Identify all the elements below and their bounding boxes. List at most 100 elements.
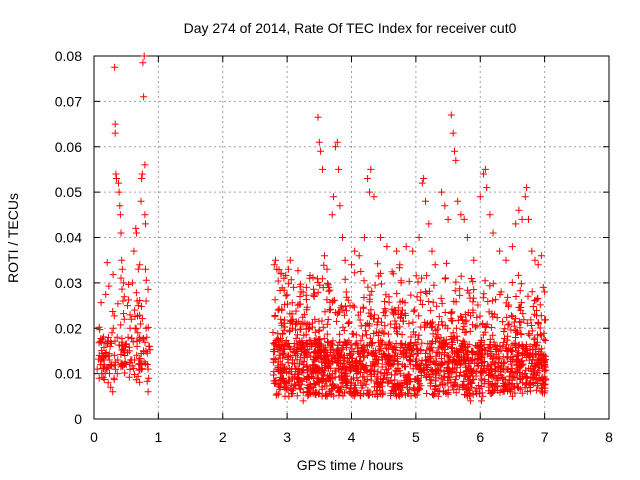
data-point bbox=[430, 391, 438, 399]
x-tick-label: 2 bbox=[219, 429, 227, 445]
data-point bbox=[534, 319, 542, 327]
data-point bbox=[311, 356, 319, 364]
data-point bbox=[326, 342, 334, 350]
data-point bbox=[389, 308, 397, 316]
data-point bbox=[132, 325, 140, 333]
data-point bbox=[341, 370, 349, 377]
data-point bbox=[528, 327, 536, 335]
data-point bbox=[467, 275, 475, 282]
data-point bbox=[438, 318, 446, 326]
data-point bbox=[481, 323, 489, 331]
data-point bbox=[309, 319, 316, 327]
data-point bbox=[492, 350, 500, 358]
data-point bbox=[469, 298, 477, 306]
data-point bbox=[346, 388, 354, 396]
data-point bbox=[381, 298, 388, 305]
data-point bbox=[293, 392, 301, 400]
data-point bbox=[134, 302, 142, 310]
data-point bbox=[144, 323, 152, 331]
data-point bbox=[512, 334, 519, 341]
data-point bbox=[142, 297, 150, 305]
data-point bbox=[461, 360, 469, 368]
y-tick-label: 0.04 bbox=[55, 230, 82, 246]
data-point bbox=[145, 342, 153, 350]
data-point bbox=[464, 373, 472, 381]
data-point bbox=[446, 353, 454, 361]
data-point bbox=[104, 379, 112, 387]
data-point bbox=[497, 347, 505, 355]
data-point bbox=[115, 179, 122, 187]
data-point bbox=[438, 360, 446, 368]
data-point bbox=[100, 343, 108, 351]
data-point bbox=[102, 349, 110, 356]
data-point bbox=[451, 380, 459, 388]
data-point bbox=[349, 355, 356, 362]
data-point bbox=[302, 283, 310, 291]
data-point bbox=[452, 298, 460, 306]
data-point bbox=[323, 265, 331, 273]
data-point bbox=[382, 307, 390, 315]
data-point bbox=[541, 358, 548, 366]
data-point bbox=[432, 382, 440, 389]
data-point bbox=[143, 377, 151, 385]
data-point bbox=[109, 271, 117, 279]
data-point bbox=[511, 389, 519, 397]
data-point bbox=[460, 322, 468, 330]
data-point bbox=[402, 363, 409, 371]
data-point bbox=[427, 366, 435, 374]
data-point bbox=[360, 353, 368, 361]
data-point bbox=[542, 366, 550, 374]
data-point bbox=[514, 271, 522, 279]
y-axis-label: ROTI / TECUs bbox=[5, 193, 21, 283]
x-axis-label: GPS time / hours bbox=[297, 457, 404, 473]
data-point bbox=[342, 366, 349, 374]
data-point bbox=[529, 356, 537, 364]
data-point bbox=[271, 339, 279, 346]
x-tick-label: 3 bbox=[283, 429, 291, 445]
data-point bbox=[311, 315, 319, 323]
data-point bbox=[529, 345, 537, 353]
data-point bbox=[518, 215, 526, 223]
data-point bbox=[323, 320, 331, 328]
data-point bbox=[480, 341, 488, 349]
data-point bbox=[470, 256, 478, 264]
data-point bbox=[326, 286, 334, 294]
data-point bbox=[534, 363, 542, 371]
data-point bbox=[368, 287, 376, 295]
data-point bbox=[410, 307, 418, 315]
data-point bbox=[317, 147, 325, 155]
data-point bbox=[335, 364, 342, 372]
data-point bbox=[377, 345, 385, 353]
data-point bbox=[133, 229, 140, 237]
data-point bbox=[357, 337, 365, 345]
data-point bbox=[541, 337, 549, 344]
data-point bbox=[270, 355, 278, 363]
data-point bbox=[120, 349, 128, 357]
data-point bbox=[517, 362, 525, 370]
data-point bbox=[381, 370, 389, 377]
data-point bbox=[412, 272, 420, 280]
data-point bbox=[363, 331, 371, 339]
data-point bbox=[516, 324, 524, 332]
data-point bbox=[532, 296, 540, 304]
data-point bbox=[411, 306, 419, 314]
data-point bbox=[315, 336, 323, 344]
data-point bbox=[124, 302, 131, 310]
data-point bbox=[521, 345, 529, 352]
data-point bbox=[535, 345, 543, 353]
data-point bbox=[425, 220, 433, 228]
data-point bbox=[457, 313, 465, 321]
data-point bbox=[137, 320, 145, 328]
data-point bbox=[132, 224, 140, 232]
data-point bbox=[290, 283, 298, 291]
data-point bbox=[343, 307, 350, 315]
data-point bbox=[432, 367, 440, 375]
data-point bbox=[454, 316, 462, 324]
data-point bbox=[485, 379, 493, 387]
data-point bbox=[482, 322, 490, 330]
data-point bbox=[350, 389, 358, 397]
data-point bbox=[486, 389, 494, 397]
data-point bbox=[130, 247, 138, 255]
data-point bbox=[388, 305, 396, 313]
